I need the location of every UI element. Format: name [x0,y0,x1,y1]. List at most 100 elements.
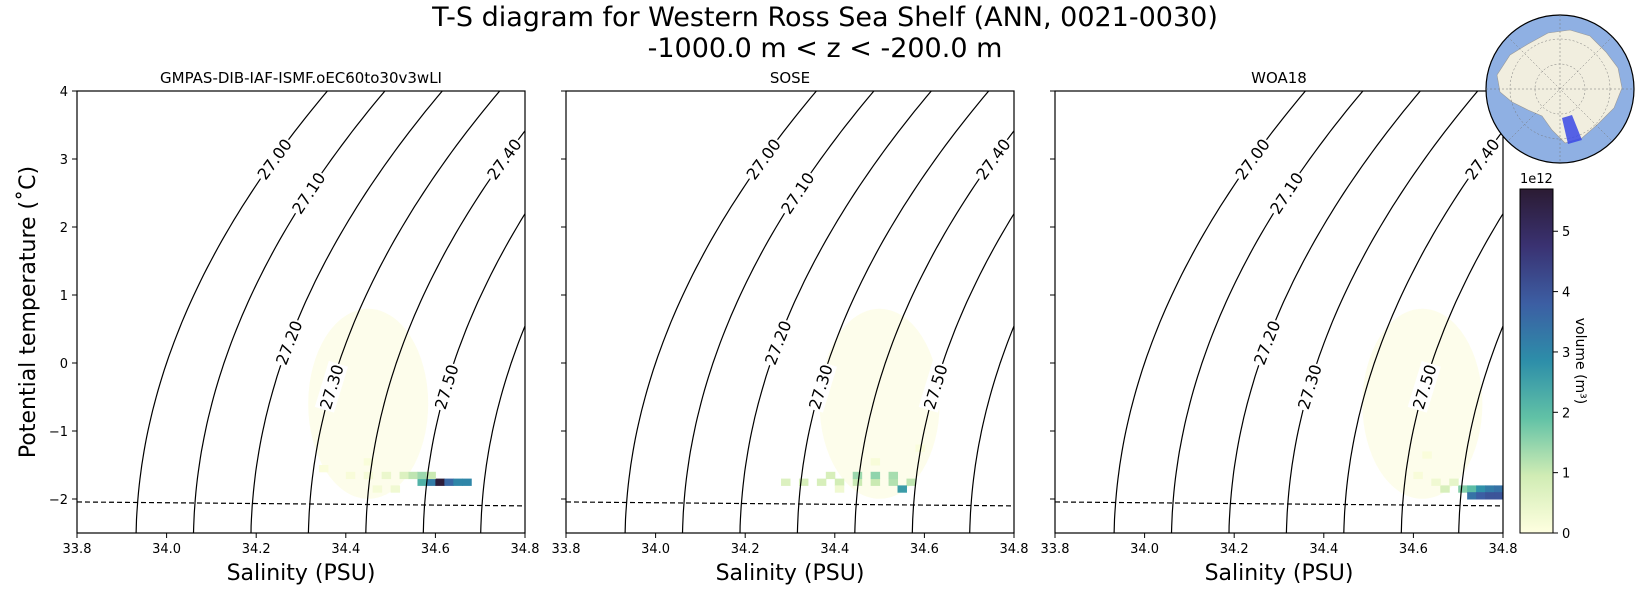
density-contour [1631,91,1650,533]
contour-label: 27.50 [431,362,463,411]
volume-cell [906,478,916,486]
antarctica-landmass [1496,29,1623,144]
density-contour [969,324,1014,533]
chart-subtitle: -1000.0 m < z < -200.0 m [647,33,1003,64]
y-tick-label: −1 [49,425,68,440]
colorbar-tick-label: 0 [1562,527,1570,542]
density-contour [538,91,729,533]
panel-title: GMPAS-DIB-IAF-ISMF.oEC60to30v3wLI [160,69,442,87]
graticule-meridian [1507,36,1613,142]
volume-cell [345,471,356,480]
volume-cell [363,471,374,480]
contour-label: 27.20 [761,318,795,368]
chart-title: T-S diagram for Western Ross Sea Shelf (… [432,2,1218,33]
volume-cell [426,471,436,480]
x-tick-label: 34.4 [820,542,849,557]
density-contour [1199,91,1390,533]
y-axis-label: Potential temperature (˚C) [16,166,41,458]
volume-cell [417,471,427,480]
x-tick-label: 33.8 [63,542,92,557]
x-tick-label: 34.0 [152,542,181,557]
panel-title: SOSE [770,69,810,87]
x-tick-label: 34.0 [641,542,670,557]
contour-label: 27.40 [1461,135,1503,183]
y-tick-label: −2 [49,493,68,508]
volume-cell [888,478,899,486]
density-contour [480,324,525,533]
density-contour [250,91,443,533]
volume-cell [870,458,881,466]
volume-cell [1476,485,1486,493]
volume-cell [834,478,845,486]
volume-cell [417,478,427,486]
volume-cell [1485,492,1495,500]
y-tick-label: 0 [60,357,68,372]
volume-cell [1431,478,1441,486]
x-tick-label: 34.2 [731,542,760,557]
colorbar-tick-label: 5 [1562,225,1570,240]
x-tick-label: 34.2 [242,542,271,557]
colorbar-tick-label: 1 [1562,467,1570,482]
y-tick-label: 2 [60,221,68,236]
density-contour [1027,91,1218,533]
volume-cell [1485,485,1495,493]
volume-cell [453,478,463,486]
density-contour [681,91,875,533]
y-tick-label: 3 [60,153,68,168]
volume-cell [897,485,907,493]
x-tick-label: 34.8 [1489,542,1518,557]
volume-cell [870,478,881,486]
volume-cell [798,478,809,486]
x-tick-label: 34.8 [1000,542,1029,557]
density-contour [307,91,501,533]
volume-cell [852,478,863,486]
density-contour [1458,324,1503,533]
volume-haze [819,308,940,499]
density-contour [796,91,990,533]
density-contour [653,91,844,533]
x-tick-label: 34.6 [1399,542,1428,557]
volume-cell [444,478,454,486]
colorbar-scale [1519,188,1554,534]
volume-cell [408,471,418,480]
volume-cell [381,471,392,480]
volume-cell [1494,492,1503,500]
x-tick-label: 34.6 [910,542,939,557]
colorbar-scale-label: 1e12 [1520,172,1553,187]
contour-label: 27.10 [777,169,818,218]
density-contour [135,91,328,533]
x-tick-label: 34.4 [1309,542,1338,557]
density-contour [911,212,1014,533]
axes-frame [565,90,1015,534]
volume-cell [399,471,410,480]
colorbar-tick-label: 2 [1562,406,1570,421]
volume-cell [825,471,836,480]
contour-label: 27.20 [272,318,306,368]
contour-label: 27.40 [972,135,1014,183]
volume-cell [1467,492,1477,500]
volume-cell [834,485,845,493]
contour-label: 27.40 [483,135,525,183]
volume-cell [852,471,863,480]
contour-label: 27.20 [1250,318,1284,368]
density-contour [1285,91,1479,533]
x-tick-label: 34.4 [331,542,360,557]
volume-cell [363,458,374,466]
volume-cell [1458,485,1468,493]
volume-cell [1422,451,1432,459]
contour-label: 27.00 [743,135,785,183]
density-contour [1113,91,1306,533]
axes-frame [76,90,526,534]
volume-cell [781,478,791,486]
contour-label: 27.10 [1266,169,1307,218]
volume-cell [1494,485,1503,493]
colorbar-tick-label: 4 [1562,286,1570,301]
contour-label: 27.00 [254,135,296,183]
density-contour [1400,212,1503,533]
graticule-meridian [1507,36,1613,142]
density-contour [1142,91,1333,533]
colorbar-tick-label: 3 [1562,346,1570,361]
density-contour [739,91,932,533]
density-contour [1170,91,1364,533]
